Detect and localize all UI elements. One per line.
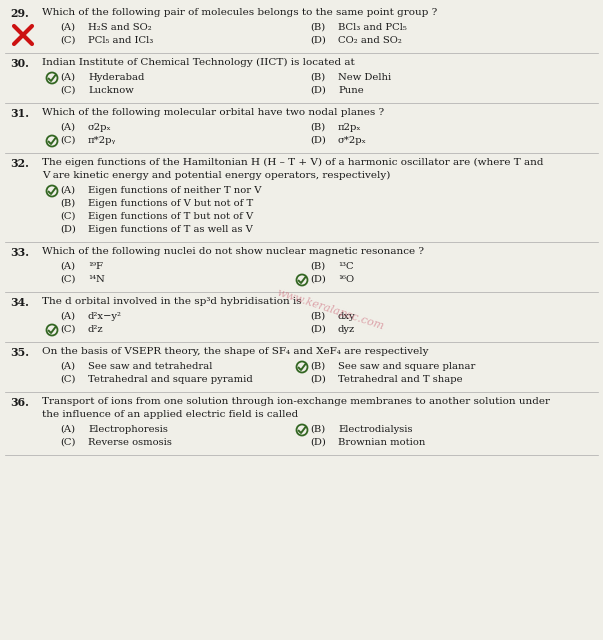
Text: (D): (D) [310,325,326,334]
Text: See saw and tetrahedral: See saw and tetrahedral [88,362,212,371]
Text: (C): (C) [60,36,75,45]
Text: d²z: d²z [88,325,104,334]
Text: (D): (D) [310,438,326,447]
Text: Reverse osmosis: Reverse osmosis [88,438,172,447]
Text: (D): (D) [310,136,326,145]
Text: Transport of ions from one solution through ion-exchange membranes to another so: Transport of ions from one solution thro… [42,397,550,406]
Text: (D): (D) [310,375,326,384]
Text: (C): (C) [60,86,75,95]
Text: Brownian motion: Brownian motion [338,438,425,447]
Text: ¹³C: ¹³C [338,262,353,271]
Text: Eigen functions of neither T nor V: Eigen functions of neither T nor V [88,186,262,195]
Text: Lucknow: Lucknow [88,86,134,95]
Text: PCl₅ and ICl₃: PCl₅ and ICl₃ [88,36,153,45]
Text: π*2pᵧ: π*2pᵧ [88,136,116,145]
Text: (D): (D) [310,86,326,95]
Text: See saw and square planar: See saw and square planar [338,362,475,371]
Text: (A): (A) [60,312,75,321]
Text: 35.: 35. [10,347,29,358]
Text: (C): (C) [60,275,75,284]
Text: σ2pₓ: σ2pₓ [88,123,112,132]
Text: Electrophoresis: Electrophoresis [88,425,168,434]
Text: dyz: dyz [338,325,355,334]
Text: New Delhi: New Delhi [338,73,391,82]
Text: dxy: dxy [338,312,356,321]
Text: www.keralapsc.com: www.keralapsc.com [275,288,385,332]
Text: 32.: 32. [10,158,29,169]
Text: π2pₓ: π2pₓ [338,123,362,132]
Text: 30.: 30. [10,58,29,69]
Text: d²x−y²: d²x−y² [88,312,122,321]
Text: (A): (A) [60,186,75,195]
Text: Pune: Pune [338,86,364,95]
Text: ¹⁶O: ¹⁶O [338,275,354,284]
Text: The eigen functions of the Hamiltonian H (H – T + V) of a harmonic oscillator ar: The eigen functions of the Hamiltonian H… [42,158,543,167]
Text: Eigen functions of T but not of V: Eigen functions of T but not of V [88,212,253,221]
Text: (A): (A) [60,23,75,32]
Text: (C): (C) [60,438,75,447]
Text: 36.: 36. [10,397,29,408]
Text: On the basis of VSEPR theory, the shape of SF₄ and XeF₄ are respectively: On the basis of VSEPR theory, the shape … [42,347,429,356]
Text: (B): (B) [310,123,325,132]
Text: Tetrahedral and square pyramid: Tetrahedral and square pyramid [88,375,253,384]
Text: (D): (D) [310,36,326,45]
Text: (B): (B) [60,199,75,208]
Text: the influence of an applied electric field is called: the influence of an applied electric fie… [42,410,298,419]
Text: (B): (B) [310,425,325,434]
Text: Which of the following nuclei do not show nuclear magnetic resonance ?: Which of the following nuclei do not sho… [42,247,424,256]
Text: H₂S and SO₂: H₂S and SO₂ [88,23,152,32]
Text: (B): (B) [310,73,325,82]
Text: (C): (C) [60,375,75,384]
Text: (B): (B) [310,312,325,321]
Text: Indian Institute of Chemical Technology (IICT) is located at: Indian Institute of Chemical Technology … [42,58,355,67]
Text: 33.: 33. [10,247,29,258]
Text: (C): (C) [60,325,75,334]
Text: Which of the following molecular orbital have two nodal planes ?: Which of the following molecular orbital… [42,108,384,117]
Text: (A): (A) [60,425,75,434]
Text: Which of the following pair of molecules belongs to the same point group ?: Which of the following pair of molecules… [42,8,437,17]
Text: BCl₃ and PCl₅: BCl₃ and PCl₅ [338,23,407,32]
Text: (B): (B) [310,362,325,371]
Text: (C): (C) [60,212,75,221]
Text: (A): (A) [60,73,75,82]
Text: ¹⁹F: ¹⁹F [88,262,103,271]
Text: (A): (A) [60,123,75,132]
Text: (C): (C) [60,136,75,145]
Text: The d orbital involved in the sp³d hybridisation is: The d orbital involved in the sp³d hybri… [42,297,302,306]
Text: σ*2pₓ: σ*2pₓ [338,136,367,145]
Text: Hyderabad: Hyderabad [88,73,144,82]
Text: (D): (D) [60,225,76,234]
Text: Electrodialysis: Electrodialysis [338,425,412,434]
Text: (A): (A) [60,262,75,271]
Text: Eigen functions of V but not of T: Eigen functions of V but not of T [88,199,253,208]
Text: ¹⁴N: ¹⁴N [88,275,105,284]
Text: 29.: 29. [10,8,29,19]
Text: 34.: 34. [10,297,29,308]
Text: Eigen functions of T as well as V: Eigen functions of T as well as V [88,225,253,234]
Text: Tetrahedral and T shape: Tetrahedral and T shape [338,375,463,384]
Text: 31.: 31. [10,108,29,119]
Text: CO₂ and SO₂: CO₂ and SO₂ [338,36,402,45]
Text: V are kinetic energy and potential energy operators, respectively): V are kinetic energy and potential energ… [42,171,390,180]
Text: (D): (D) [310,275,326,284]
Text: (B): (B) [310,262,325,271]
Text: (B): (B) [310,23,325,32]
Text: (A): (A) [60,362,75,371]
